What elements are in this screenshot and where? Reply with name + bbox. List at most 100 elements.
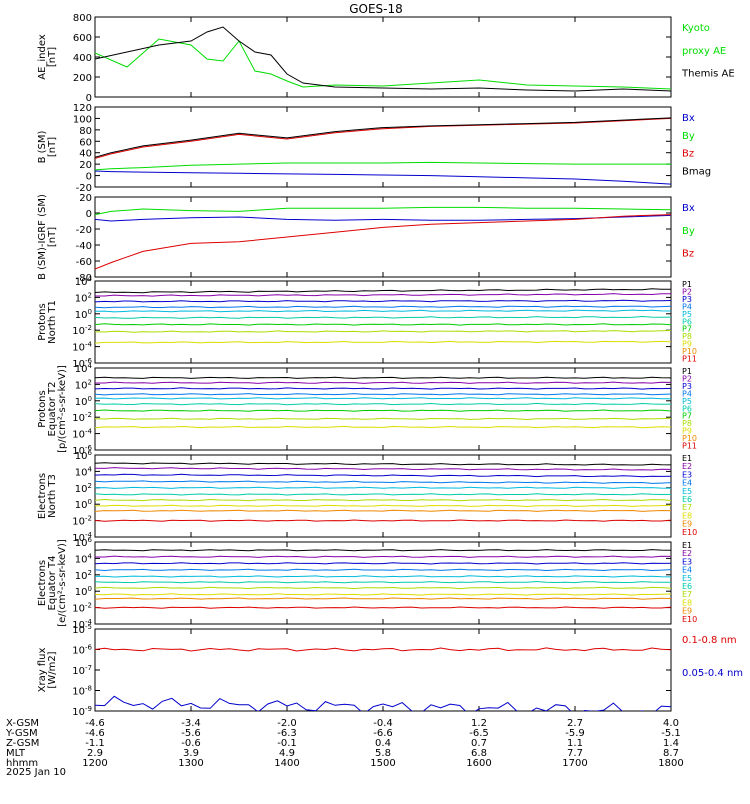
x-row-value: 4.9 — [279, 748, 295, 759]
panel-ae: 800 600 400 200 0 AE_index[nT] Kyoto proxy AE Th… — [37, 13, 735, 104]
series-line-p9 — [95, 340, 671, 344]
legend-item: E5 — [682, 487, 692, 496]
x-row-value: -5.6 — [181, 728, 201, 739]
legend-item: E4 — [682, 479, 692, 488]
series-line-p8 — [95, 330, 671, 333]
series-line-p6 — [95, 402, 671, 406]
legend-item: P3 — [682, 295, 692, 304]
series-line-e5 — [95, 575, 671, 578]
series-line-0-1-0-8-nm — [95, 647, 671, 652]
y-tick-label: 600 — [73, 33, 92, 44]
y-tick-label: 0 — [86, 93, 92, 104]
x-row-value: 5.8 — [375, 748, 391, 759]
y-tick-label: 0 — [86, 209, 92, 220]
y-axis-label: B (SM)-IGRF (SM)[nT] — [37, 194, 58, 280]
y-axis-label: B (SM)[nT] — [37, 130, 58, 163]
legend-item: P6 — [682, 317, 692, 326]
series-line-e7 — [95, 498, 671, 502]
series-line-p4 — [95, 393, 671, 396]
legend-item: E3 — [682, 557, 692, 566]
panel-frame — [94, 628, 672, 712]
legend-item: E7 — [682, 503, 692, 512]
series-line-p6 — [95, 315, 671, 319]
legend-item: Kyoto — [682, 23, 710, 34]
panel-bigrf: 20 0 -20 -40 -60 -80 B (SM)-IGRF (SM)[nT] Bx By B… — [37, 193, 695, 284]
legend-item: P4 — [682, 389, 692, 398]
x-row-value: 1300 — [178, 758, 203, 769]
legend-item: E2 — [682, 549, 692, 558]
x-row-value: 2.7 — [567, 718, 583, 729]
x-axis-table: X-GSM -4.6 -3.4 -2.0 -0.4 1.2 2.7 4.0Y-GSM -4.6-… — [5, 718, 684, 769]
series-line-kyoto-proxy-ae — [95, 38, 671, 90]
series-line-e8 — [95, 504, 671, 508]
series-line-p1 — [95, 376, 671, 379]
x-row-value: 1700 — [562, 758, 587, 769]
x-row-label: Y-GSM — [5, 728, 38, 739]
series-line-p5 — [95, 397, 671, 400]
legend-item: E10 — [682, 615, 697, 624]
x-row-value: 8.7 — [663, 748, 679, 759]
legend-item: P1 — [682, 280, 692, 289]
y-tick-label: 10-2 — [72, 411, 92, 424]
y-tick-label: 400 — [73, 53, 92, 64]
x-row-value: 6.8 — [471, 748, 487, 759]
x-row-value: 3.9 — [183, 748, 199, 759]
legend-item: By — [682, 226, 695, 237]
legend-item: E10 — [682, 528, 697, 537]
x-row-value: -6.6 — [373, 728, 393, 739]
x-row-value: -2.0 — [277, 718, 297, 729]
legend-item: Bz — [682, 149, 694, 160]
y-tick-label: 60 — [79, 137, 92, 148]
legend-item: P8 — [682, 332, 692, 341]
y-tick-label: 10-6 — [72, 644, 92, 657]
y-tick-label: 0 — [86, 172, 92, 183]
panel-xray: 10-5 10-6 10-7 10-8 10-9 Xray flux[W/m2] 0.1-0… — [37, 623, 743, 718]
panel-frame — [94, 280, 672, 364]
y-tick-label: 80 — [79, 126, 92, 137]
x-row-value: 0.7 — [471, 738, 487, 749]
y-tick-label: 800 — [73, 13, 92, 24]
y-axis-label: Xray flux[W/m2] — [37, 648, 58, 693]
y-tick-label: 100 — [75, 585, 92, 598]
y-tick-label: -20 — [76, 183, 92, 194]
y-tick-label: 10-8 — [72, 685, 92, 698]
legend-item: E8 — [682, 598, 692, 607]
series-line-e10 — [95, 606, 671, 609]
series-line-e1 — [95, 462, 671, 466]
x-row-value: 0.4 — [375, 738, 391, 749]
legend-item: E5 — [682, 574, 692, 583]
legend-item: E6 — [682, 495, 692, 504]
legend-item: E8 — [682, 511, 692, 520]
legend-item: E2 — [682, 462, 692, 471]
series-line-bz — [95, 214, 671, 270]
x-row-value: 4.0 — [663, 718, 679, 729]
y-tick-label: 10-7 — [72, 664, 92, 677]
legend-item: P1 — [682, 367, 692, 376]
series-line-e5 — [95, 486, 671, 489]
x-row-value: 1.1 — [567, 738, 583, 749]
legend-item: E4 — [682, 566, 692, 575]
legend-item: P9 — [682, 427, 692, 436]
series-line-p7 — [95, 323, 671, 326]
y-tick-label: 200 — [73, 73, 92, 84]
series-line-p3 — [95, 387, 671, 390]
legend-item: P10 — [682, 434, 697, 443]
legend-item: E7 — [682, 590, 692, 599]
y-tick-label: 102 — [75, 378, 92, 391]
y-tick-label: -60 — [76, 257, 92, 268]
series-line-e2 — [95, 467, 671, 471]
series-line-e6 — [95, 493, 671, 496]
y-tick-label: 100 — [75, 308, 92, 321]
legend-item: P5 — [682, 310, 692, 319]
x-row-value: 1800 — [658, 758, 683, 769]
x-row-value: 7.7 — [567, 748, 583, 759]
y-tick-label: -80 — [76, 273, 92, 284]
y-tick-label: 104 — [75, 275, 93, 288]
legend-item: Themis AE — [681, 69, 735, 80]
y-tick-label: 104 — [75, 362, 93, 375]
y-axis-label: ProtonsEquator T2[p/(cm²-s-sr-keV)] — [37, 365, 68, 453]
series-line-e9 — [95, 509, 671, 512]
